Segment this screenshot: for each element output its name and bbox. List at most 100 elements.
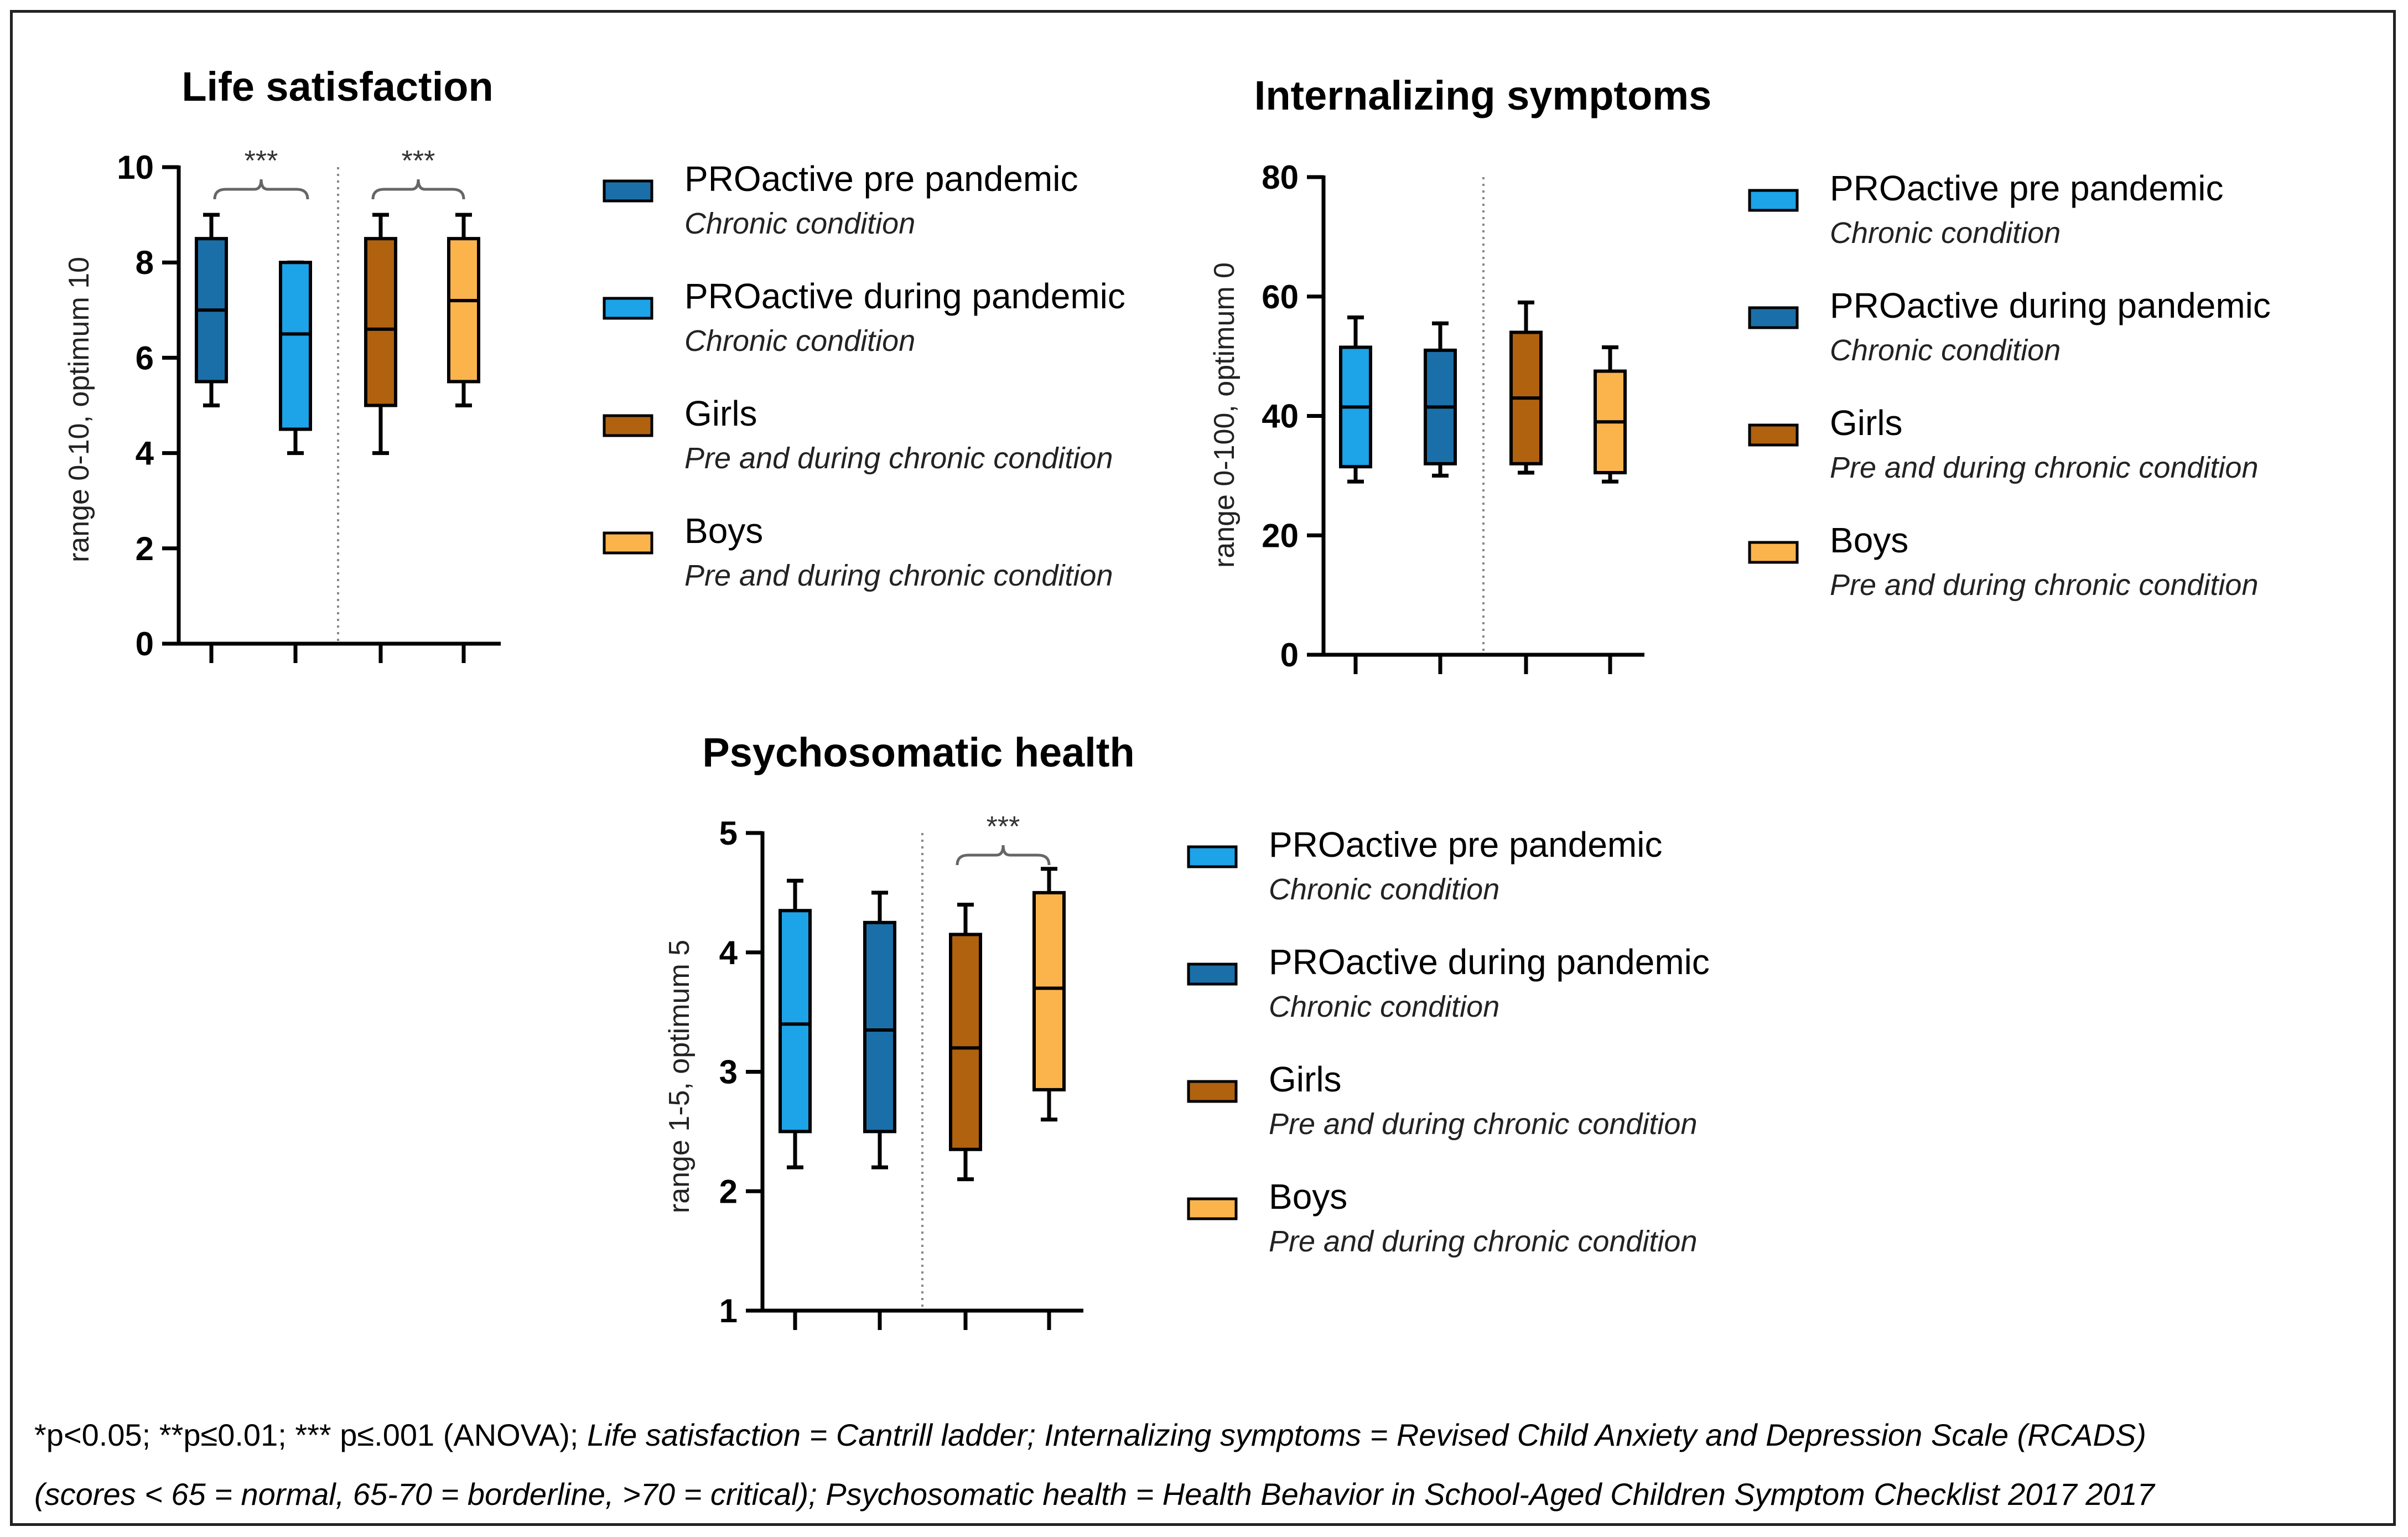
- y-tick-label: 8: [136, 244, 154, 281]
- box-plot: [195, 213, 228, 407]
- life-y-axis-label: range 0-10, optimum 10: [63, 257, 95, 562]
- y-tick-label: 0: [136, 625, 154, 663]
- y-tick-label: 60: [1262, 278, 1299, 315]
- box-plot: [779, 878, 812, 1169]
- legend-label: PROactive pre pandemic: [1830, 168, 2223, 208]
- legend-sublabel: Pre and during chronic condition: [1830, 568, 2258, 602]
- significance-label: ***: [987, 811, 1020, 843]
- legend-item: Girls Pre and during chronic condition: [1187, 1059, 1697, 1141]
- box-iqr: [447, 237, 480, 384]
- significance-bracket: [213, 179, 309, 200]
- legend-label: Boys: [1830, 520, 1908, 560]
- life-satisfaction-plot: 0 2 4 6 8 10 *** ***: [117, 145, 501, 663]
- legend-item: Girls Pre and during chronic condition: [1748, 403, 2258, 484]
- footnote-significance: *p<0.05; **p≤0.01; *** p≤.001 (ANOVA);: [34, 1417, 588, 1452]
- significance-bracket: [956, 845, 1051, 866]
- y-tick-label: 3: [719, 1054, 738, 1091]
- legend-swatch: [1187, 1080, 1238, 1103]
- psycho-chart-title: Psychosomatic health: [702, 729, 1134, 775]
- y-tick-label: 40: [1262, 398, 1299, 435]
- y-tick-label: 5: [719, 815, 738, 852]
- legend-label: Boys: [1269, 1177, 1347, 1217]
- legend-swatch: [1748, 423, 1799, 447]
- y-tick-label: 2: [719, 1173, 738, 1210]
- y-tick-label: 4: [136, 435, 154, 472]
- box-plot: [1509, 301, 1543, 475]
- internalizing-symptoms-plot: 0 20 40 60 80: [1262, 159, 1644, 674]
- legend-label: PROactive pre pandemic: [684, 159, 1078, 199]
- legend-swatch: [1748, 189, 1799, 212]
- legend-item: Boys Pre and during chronic condition: [1187, 1177, 1697, 1258]
- legend-item: PROactive pre pandemic Chronic condition: [1187, 825, 1662, 906]
- y-tick-label: 4: [719, 934, 738, 971]
- legend-label: Girls: [1269, 1059, 1342, 1099]
- legend-swatch: [1187, 1197, 1238, 1220]
- legend-label: PROactive during pandemic: [1269, 942, 1710, 982]
- footnote-line-2: (scores < 65 = normal, 65-70 = borderlin…: [34, 1476, 2155, 1512]
- legend-item: Boys Pre and during chronic condition: [603, 511, 1113, 592]
- legend-item: PROactive during pandemic Chronic conditi…: [603, 276, 1125, 358]
- significance-label: ***: [402, 145, 435, 177]
- life-chart-title: Life satisfaction: [181, 64, 493, 110]
- psycho-y-axis-label: range 1-5, optimum 5: [663, 940, 696, 1213]
- box-iqr: [364, 237, 397, 407]
- y-tick-label: 20: [1262, 517, 1299, 554]
- box-plot: [1424, 321, 1457, 478]
- box-plot: [364, 213, 397, 456]
- legend-swatch: [1748, 306, 1799, 329]
- legend-sublabel: Chronic condition: [1269, 873, 1499, 906]
- legend-label: PROactive pre pandemic: [1269, 825, 1662, 865]
- footnote-scores: (scores < 65 = normal, 65-70 = borderlin…: [34, 1477, 2155, 1512]
- legend-item: PROactive pre pandemic Chronic condition: [1748, 168, 2223, 250]
- legend-sublabel: Chronic condition: [1830, 216, 2061, 250]
- legend-sublabel: Chronic condition: [1830, 334, 2061, 367]
- box-plot: [447, 213, 480, 407]
- internal-y-axis-label: range 0-100, optimum 0: [1208, 262, 1241, 568]
- legend-sublabel: Pre and during chronic condition: [1830, 451, 2258, 484]
- legend-label: Girls: [1830, 403, 1903, 443]
- significance-label: ***: [245, 145, 278, 177]
- legend-label: Boys: [684, 511, 763, 551]
- box-plot: [279, 260, 312, 456]
- legend-sublabel: Pre and during chronic condition: [684, 442, 1113, 475]
- legend-sublabel: Pre and during chronic condition: [1269, 1225, 1697, 1258]
- legend-item: Girls Pre and during chronic condition: [603, 394, 1113, 475]
- legend-swatch: [603, 297, 653, 320]
- box-iqr: [949, 933, 982, 1151]
- y-tick-label: 10: [117, 149, 154, 186]
- footnote-scales: Life satisfaction = Cantrill ladder; Int…: [587, 1417, 2146, 1452]
- box-iqr: [779, 909, 812, 1134]
- legend-sublabel: Pre and during chronic condition: [684, 559, 1113, 592]
- legend-sublabel: Chronic condition: [1269, 990, 1499, 1023]
- internal-chart-title: Internalizing symptoms: [1254, 73, 1711, 118]
- legend-sublabel: Chronic condition: [684, 324, 915, 358]
- legend-item: Boys Pre and during chronic condition: [1748, 520, 2258, 602]
- box-iqr: [863, 920, 896, 1134]
- legend-swatch: [603, 179, 653, 203]
- legend-sublabel: Pre and during chronic condition: [1269, 1108, 1697, 1141]
- legend-label: PROactive during pandemic: [684, 276, 1125, 316]
- y-tick-label: 80: [1262, 159, 1299, 196]
- y-tick-label: 2: [136, 530, 154, 567]
- legend-swatch: [1187, 845, 1238, 868]
- box-plot: [1594, 345, 1627, 484]
- legend-label: PROactive during pandemic: [1830, 286, 2271, 325]
- significance-bracket: [371, 179, 465, 200]
- legend-item: PROactive during pandemic Chronic conditi…: [1187, 942, 1710, 1023]
- legend-swatch: [603, 531, 653, 555]
- box-iqr: [279, 261, 312, 431]
- box-plot: [863, 891, 896, 1169]
- y-tick-label: 0: [1280, 636, 1299, 674]
- legend-label: Girls: [684, 394, 757, 433]
- legend-item: PROactive pre pandemic Chronic condition: [603, 159, 1078, 240]
- legend-item: PROactive during pandemic Chronic conditi…: [1748, 286, 2271, 367]
- legend-swatch: [1187, 962, 1238, 986]
- footnote-line-1: *p<0.05; **p≤0.01; *** p≤.001 (ANOVA); L…: [34, 1417, 2146, 1453]
- legend-swatch: [603, 414, 653, 437]
- box-plot: [1339, 315, 1372, 484]
- box-plot: [1032, 867, 1066, 1122]
